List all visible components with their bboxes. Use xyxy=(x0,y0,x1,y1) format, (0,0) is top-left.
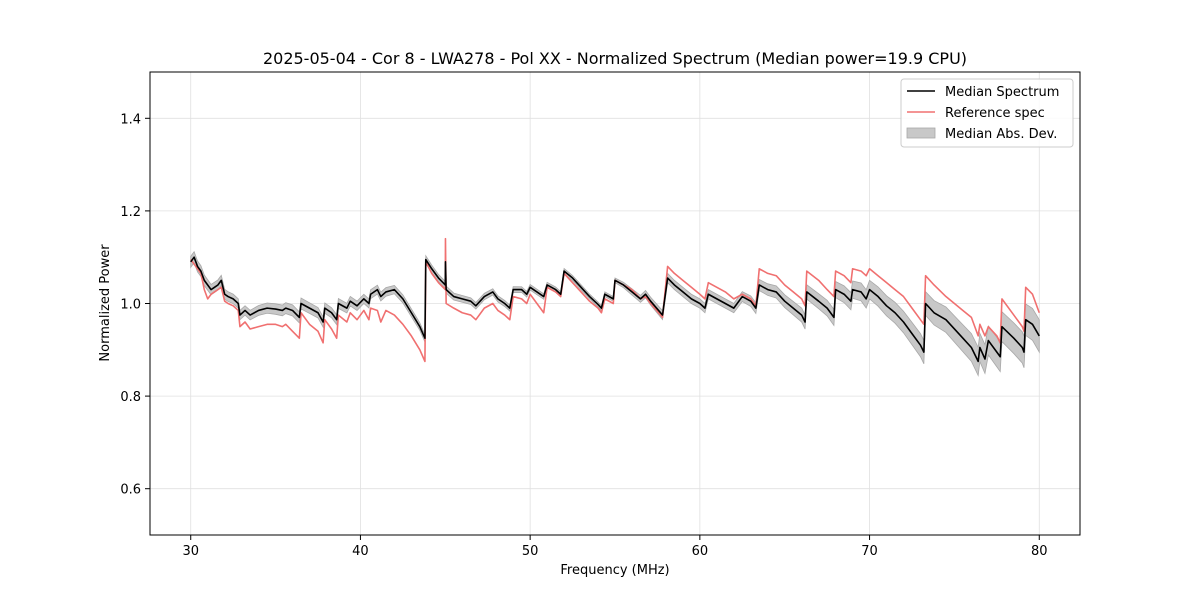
chart-title: 2025-05-04 - Cor 8 - LWA278 - Pol XX - N… xyxy=(263,49,967,68)
x-tick-label: 70 xyxy=(861,544,878,559)
x-tick-label: 30 xyxy=(182,544,199,559)
legend-box xyxy=(900,78,1074,148)
series-layer xyxy=(190,237,1041,363)
x-tick-label: 60 xyxy=(692,544,709,559)
legend: Median Spectrum Reference spec Median Abs.… xyxy=(900,78,1074,148)
y-tick-label: 0.6 xyxy=(120,483,141,498)
legend-label-median: Median Spectrum xyxy=(945,85,1059,100)
y-axis: 0.6 0.8 1.0 1.2 1.4 xyxy=(120,112,150,498)
x-axis-label: Frequency (MHz) xyxy=(560,563,669,578)
y-tick-label: 1.2 xyxy=(120,205,141,220)
y-axis-label: Normalized Power xyxy=(98,244,113,362)
reference-spectrum-line xyxy=(190,237,1041,363)
y-tick-label: 0.8 xyxy=(120,390,141,405)
x-tick-label: 80 xyxy=(1031,544,1048,559)
y-tick-label: 1.0 xyxy=(120,298,141,313)
median-spectrum-line xyxy=(190,256,1040,363)
legend-swatch-band xyxy=(906,127,936,139)
x-tick-label: 40 xyxy=(352,544,369,559)
legend-label-band: Median Abs. Dev. xyxy=(945,127,1057,142)
y-tick-label: 1.4 xyxy=(120,112,141,127)
x-tick-label: 50 xyxy=(522,544,539,559)
legend-label-reference: Reference spec xyxy=(945,106,1045,121)
x-axis: 30 40 50 60 70 80 xyxy=(182,535,1048,559)
